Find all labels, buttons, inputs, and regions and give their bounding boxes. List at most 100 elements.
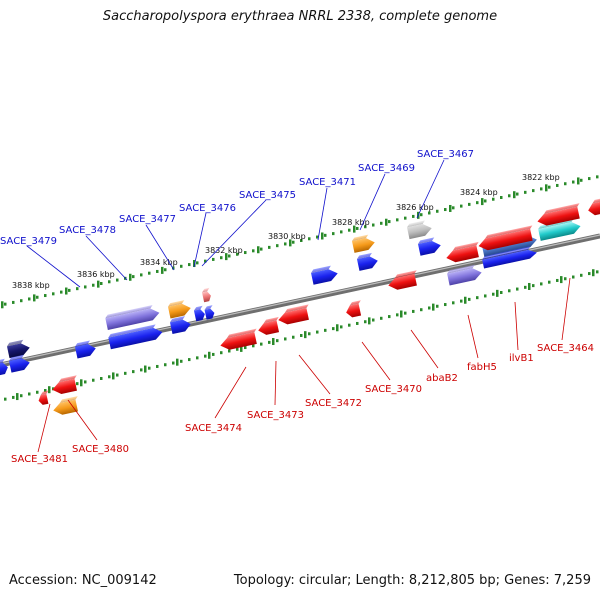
axis-dot bbox=[188, 263, 191, 267]
gene-sace-3469 bbox=[351, 234, 375, 253]
forward-labels: SACE_3467 SACE_3469 SACE_3471 SACE_3475 … bbox=[0, 149, 474, 288]
axis-dot bbox=[588, 177, 591, 181]
axis-dot bbox=[260, 342, 263, 346]
gene-sace-3467b bbox=[417, 237, 441, 256]
axis-dot bbox=[212, 257, 215, 261]
axis-dot bbox=[308, 332, 311, 336]
axis-tick bbox=[97, 280, 100, 288]
axis-dot bbox=[484, 294, 487, 298]
axis-dot bbox=[580, 273, 583, 277]
kbp-label: 3826 kbp bbox=[396, 203, 434, 212]
axis-dot bbox=[372, 223, 375, 227]
gene-sace-3479b bbox=[6, 339, 30, 359]
gene-fabh5 bbox=[446, 241, 479, 263]
axis-dot bbox=[132, 275, 135, 279]
gene-sace-3479 bbox=[74, 340, 96, 359]
axis-dot bbox=[380, 316, 383, 320]
axis-dot bbox=[444, 303, 447, 307]
axis-tick bbox=[208, 351, 211, 359]
axis-dot bbox=[452, 301, 455, 305]
axis-dot bbox=[508, 194, 511, 198]
axis-dot bbox=[260, 247, 263, 251]
axis-dot bbox=[220, 351, 223, 355]
coordinate-axes bbox=[1, 175, 599, 401]
axis-dot bbox=[156, 364, 159, 368]
axis-dot bbox=[148, 271, 151, 275]
axis-tick bbox=[336, 324, 339, 332]
axis-tick bbox=[48, 386, 51, 394]
axis-tick bbox=[240, 344, 243, 352]
axis-dot bbox=[356, 226, 359, 230]
axis-dot bbox=[460, 204, 463, 208]
axis-dot bbox=[588, 272, 591, 276]
gene-label-sace-3479: SACE_3479 bbox=[0, 236, 57, 247]
axis-dot bbox=[244, 251, 247, 255]
axis-dot bbox=[212, 352, 215, 356]
axis-tick bbox=[560, 276, 563, 284]
axis-dot bbox=[540, 282, 543, 286]
axis-dot bbox=[316, 330, 319, 334]
axis-dot bbox=[92, 378, 95, 382]
axis-dot bbox=[396, 218, 399, 222]
gene-ilvb1 bbox=[478, 225, 533, 251]
axis-dot bbox=[28, 297, 31, 301]
reverse-labels: SACE_3464 ilvB1 fabH5 abaB2 SACE_3470 SA… bbox=[11, 277, 594, 465]
genome-summary-text: Topology: circular; Length: 8,212,805 bp… bbox=[233, 573, 591, 588]
gene-abab2 bbox=[388, 270, 417, 290]
axis-tick bbox=[289, 239, 292, 247]
gene-label-ilvb1: ilvB1 bbox=[509, 353, 534, 364]
axis-dot bbox=[500, 291, 503, 294]
gene-sace-3472 bbox=[278, 304, 309, 325]
axis-dot bbox=[188, 358, 191, 362]
axis-tick bbox=[272, 338, 275, 346]
axis-dot bbox=[284, 337, 287, 341]
axis-dot bbox=[508, 289, 511, 293]
axis-dot bbox=[140, 368, 143, 372]
gene-label-sace-3464: SACE_3464 bbox=[537, 343, 594, 354]
gene-label-sace-3472: SACE_3472 bbox=[305, 398, 362, 409]
axis-tick bbox=[368, 317, 371, 325]
axis-dot bbox=[164, 268, 167, 272]
axis-tick bbox=[400, 310, 403, 318]
axis-dot bbox=[100, 377, 103, 380]
axis-dot bbox=[28, 392, 31, 396]
axis-dot bbox=[108, 280, 111, 284]
axis-tick bbox=[225, 253, 228, 261]
axis-dot bbox=[404, 311, 407, 315]
axis-tick bbox=[545, 184, 548, 192]
axis-tick bbox=[592, 269, 595, 277]
gene-sace-3479c bbox=[8, 354, 30, 373]
axis-dot bbox=[228, 254, 231, 258]
axis-tick bbox=[129, 273, 132, 281]
axis-dot bbox=[100, 282, 103, 285]
gene-sace-3481 bbox=[38, 390, 49, 405]
kbp-label: 3834 kbp bbox=[140, 258, 178, 267]
axis-dot bbox=[388, 220, 391, 224]
axis-dot bbox=[68, 288, 71, 292]
axis-dot bbox=[276, 244, 279, 248]
axis-dot bbox=[340, 325, 343, 329]
axis-dot bbox=[548, 280, 551, 284]
axis-dot bbox=[564, 277, 567, 281]
axis-dot bbox=[204, 259, 207, 263]
axis-dot bbox=[92, 283, 95, 287]
axis-dot bbox=[340, 230, 343, 234]
axis-tick bbox=[161, 266, 164, 274]
axis-dot bbox=[204, 354, 207, 358]
axis-dot bbox=[292, 335, 295, 339]
gene-sace-3478 bbox=[105, 304, 160, 330]
axis-dot bbox=[364, 320, 367, 324]
axis-dot bbox=[236, 252, 239, 256]
axis-dot bbox=[444, 208, 447, 212]
axis-dot bbox=[228, 349, 231, 353]
axis-dot bbox=[4, 397, 7, 401]
axis-dot bbox=[380, 221, 383, 225]
axis-dot bbox=[332, 232, 335, 236]
kbp-label: 3828 kbp bbox=[332, 218, 370, 227]
axis-dot bbox=[388, 315, 391, 319]
gene-sace-3476b bbox=[204, 305, 215, 320]
gene-fabh5-fwd bbox=[447, 264, 482, 286]
axis-dot bbox=[516, 287, 519, 291]
kbp-labels: 3822 kbp 3824 kbp 3826 kbp 3828 kbp 3830… bbox=[12, 173, 560, 290]
